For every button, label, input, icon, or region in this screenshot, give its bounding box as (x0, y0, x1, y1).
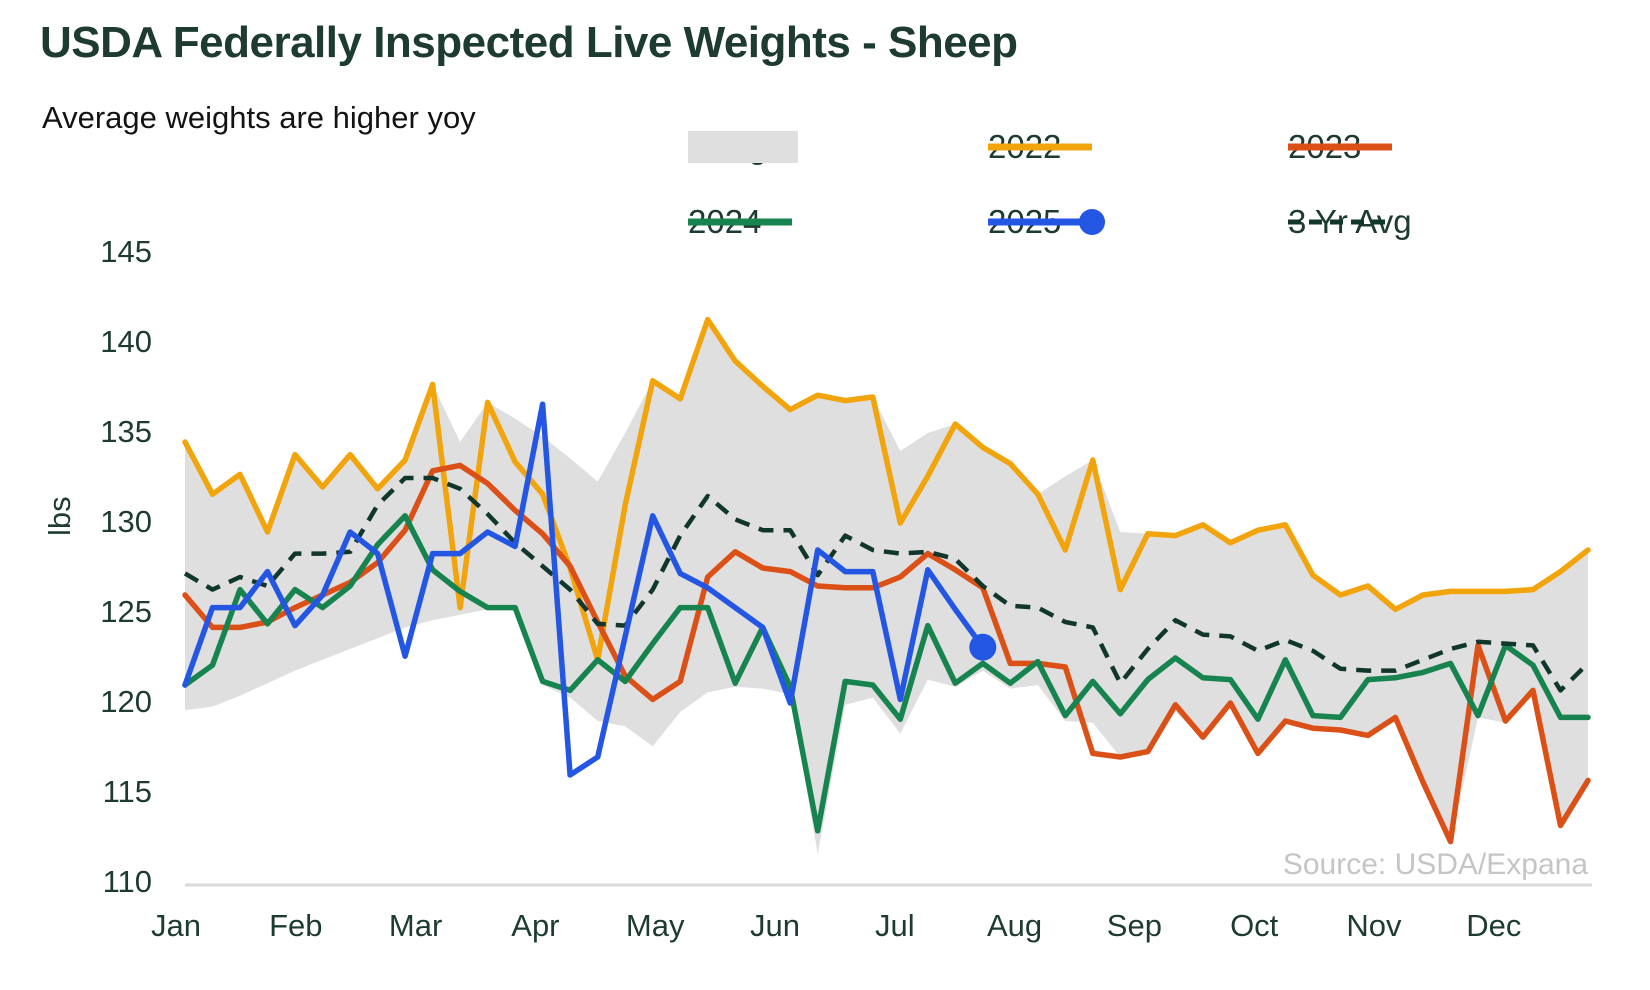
series-line-2024 (182, 513, 1591, 834)
source-credit: Source: USDA/Expana (1282, 848, 1588, 881)
x-tick-jan: Jan (151, 908, 201, 943)
legend-item-2022: 2022 (988, 125, 1092, 169)
legend-swatch-line (688, 218, 792, 226)
range-band (185, 319, 1588, 855)
series-line-2022 (182, 316, 1591, 663)
legend-swatch-line (988, 143, 1092, 151)
y-tick-145: 145 (100, 234, 152, 269)
series-line-3-yr-avg (183, 475, 1590, 693)
legend-swatch-dash (1288, 219, 1393, 225)
legend-item-3-yr-avg: 3 Yr Avg (1288, 200, 1412, 244)
x-tick-dec: Dec (1466, 908, 1522, 943)
y-tick-140: 140 (100, 324, 152, 359)
y-tick-130: 130 (100, 504, 152, 539)
series-line-2025 (182, 401, 986, 778)
legend-swatch-line-dot (988, 209, 1105, 235)
x-tick-aug: Aug (987, 908, 1043, 943)
x-tick-jun: Jun (750, 908, 800, 943)
x-tick-oct: Oct (1230, 908, 1279, 943)
chart-title: USDA Federally Inspected Live Weights - … (40, 18, 1018, 67)
legend-item-2024: 2024 (688, 200, 792, 244)
legend-item-range: Range (688, 125, 798, 169)
y-tick-110: 110 (102, 864, 152, 899)
x-tick-mar: Mar (388, 908, 443, 943)
x-tick-jul: Jul (874, 908, 915, 943)
x-tick-nov: Nov (1346, 908, 1402, 943)
x-tick-feb: Feb (269, 908, 323, 943)
y-tick-115: 115 (102, 774, 152, 809)
x-tick-may: May (625, 908, 685, 943)
legend-label: 3 Yr Avg (1288, 203, 1412, 240)
y-tick-125: 125 (100, 594, 152, 629)
y-tick-120: 120 (100, 684, 152, 719)
legend-item-2025: 2025 (988, 200, 1105, 244)
series-line-2023 (182, 462, 1591, 845)
chart-subtitle: Average weights are higher yoy (42, 100, 476, 135)
legend-swatch-line (1288, 143, 1392, 151)
y-tick-135: 135 (100, 414, 152, 449)
x-tick-sep: Sep (1106, 908, 1162, 943)
x-tick-apr: Apr (511, 908, 560, 943)
series-2025-endpoint-dot (969, 633, 997, 661)
legend-item-2023: 2023 (1288, 125, 1392, 169)
legend-swatch-band (688, 131, 798, 163)
x-axis-line (185, 883, 1592, 887)
